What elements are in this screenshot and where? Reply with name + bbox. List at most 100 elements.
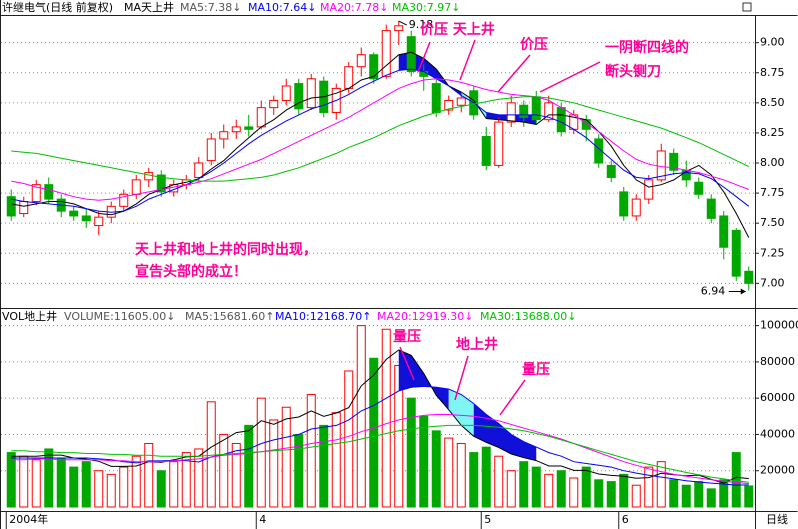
volume-bar [706, 488, 716, 508]
legend-entry: MA5:7.38↓ [180, 1, 241, 14]
chart-title: 许继电气(日线 前复权) [2, 0, 113, 14]
volume-bar [744, 485, 754, 508]
x-tick-label: 2004年 [9, 512, 48, 526]
candle-body [44, 184, 54, 200]
volume-bar [719, 479, 729, 508]
ma-line [11, 78, 749, 201]
candle-body [269, 99, 279, 109]
x-tick-label: 6 [622, 513, 629, 526]
volume-bar [656, 461, 666, 508]
y-tick-label: 7.50 [760, 216, 785, 229]
candle-body [281, 85, 291, 101]
volume-bar [356, 325, 366, 508]
volume-bar [594, 479, 604, 508]
ma-line [11, 349, 749, 484]
candle-body [231, 126, 241, 133]
arrow [417, 41, 431, 73]
volume-bar [381, 328, 391, 508]
annotation-arrows [399, 39, 601, 416]
y-tick-label: 100000 [760, 319, 798, 332]
volume-bar [344, 370, 354, 508]
y-tick-label: 8.50 [760, 96, 785, 109]
candle-body [119, 193, 129, 207]
annotation: 宣告头部的成立！ [135, 263, 247, 280]
volume-bar [69, 466, 79, 508]
candle-body [256, 107, 266, 128]
candle-body [131, 179, 141, 195]
y-tick-label: 80000 [760, 355, 795, 368]
annotation: 一阴断四线的 [605, 39, 689, 56]
candle-body [244, 126, 254, 130]
annotation: 地上井 [456, 336, 498, 353]
volume-bar [331, 412, 341, 508]
legend-entry: MA10:12168.70↑ [275, 310, 371, 323]
min-label: 6.94 [701, 285, 726, 298]
volume-bar [206, 401, 216, 508]
y-tick-label: 7.00 [760, 276, 785, 289]
candle-body [706, 198, 716, 219]
candle-body [219, 131, 229, 140]
legend-entry: MA30:13688.00↓ [480, 310, 576, 323]
candle-body [31, 184, 41, 203]
legend-entry: MA20:12919.30↓ [377, 310, 473, 323]
annotation: 价压 天上井 [420, 21, 495, 38]
ma-line [11, 68, 750, 213]
volume-bar [369, 357, 379, 508]
volume-bar [556, 470, 566, 508]
arrow [497, 54, 531, 93]
volume-bar [119, 466, 129, 508]
ma-line [11, 414, 749, 485]
ma-line [11, 385, 749, 486]
candle-body [94, 216, 104, 227]
candle-body [206, 138, 216, 162]
candle-body [519, 104, 529, 118]
volume-bar [56, 457, 66, 508]
volume-bar [19, 455, 29, 508]
candle-body [144, 172, 154, 181]
candle-body [606, 164, 616, 178]
candle-body [694, 181, 704, 195]
legend-entry: MA20:7.78↓ [320, 1, 388, 14]
candle-body [631, 198, 641, 217]
chart-title: VOL地上井 [2, 309, 57, 323]
value-name: VOLUME:11605.00↓ [64, 310, 175, 323]
candle-body [544, 102, 554, 121]
volume-bar [606, 481, 616, 508]
candle-body [619, 191, 629, 217]
candle-body [369, 54, 379, 80]
volume-bar [231, 443, 241, 508]
volume-bar [619, 473, 629, 508]
volume-bar [406, 397, 416, 508]
candle-body [719, 215, 729, 248]
volume-bar [444, 437, 454, 508]
max-label: 9.18 [409, 18, 434, 31]
candle-body [669, 152, 679, 171]
volume-bar [419, 415, 429, 508]
arrow [459, 39, 476, 81]
y-tick-label: 40000 [760, 427, 795, 440]
volume-bar [531, 466, 541, 508]
window-icon[interactable] [742, 2, 752, 12]
highlight-fill [448, 389, 474, 437]
x-tick-label: 5 [484, 513, 491, 526]
ma-line [11, 96, 750, 182]
annotation: 天上井和地上井的同时出现， [135, 241, 317, 258]
volume-bar [456, 443, 466, 508]
candle-body [306, 78, 316, 109]
volume-bar [156, 470, 166, 508]
candle-body [194, 162, 204, 178]
volume-bar [681, 484, 691, 508]
candle-body [431, 83, 441, 113]
volume-bar [131, 455, 141, 508]
annotation: 断头铡刀 [605, 63, 661, 80]
candle-body [69, 210, 79, 217]
volume-bar [519, 461, 529, 508]
volume-bar [94, 470, 104, 508]
footer: 日线 [766, 512, 788, 526]
candle-body [419, 71, 429, 77]
min-arrowhead [740, 288, 746, 295]
candle-body [744, 270, 754, 284]
y-tick-label: 60000 [760, 391, 795, 404]
